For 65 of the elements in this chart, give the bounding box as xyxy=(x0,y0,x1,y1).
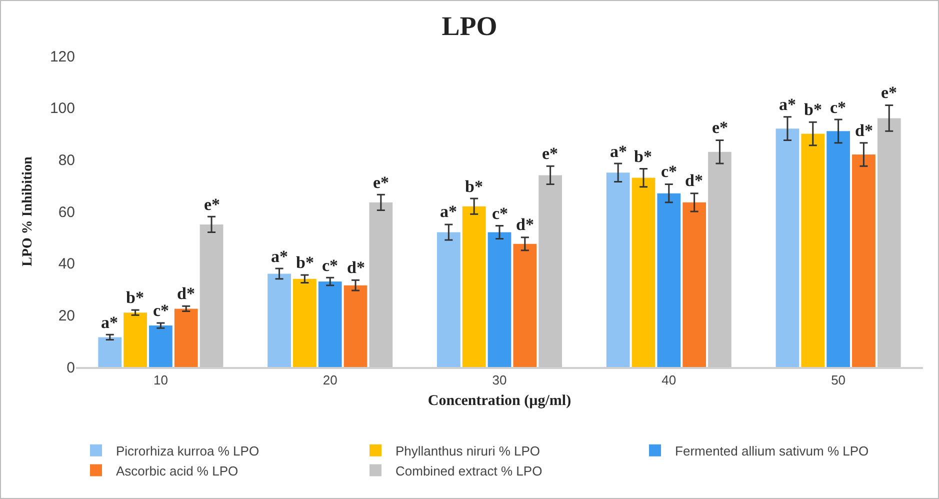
x-tick-label: 50 xyxy=(831,372,846,388)
x-tick-label: 10 xyxy=(153,372,168,388)
data-label: c* xyxy=(830,98,846,117)
data-label: e* xyxy=(204,195,220,214)
y-axis-title: LPO % Inhibition xyxy=(20,156,36,266)
data-label: b* xyxy=(634,147,652,166)
bar xyxy=(632,178,656,367)
data-label: c* xyxy=(661,162,678,181)
legend-label: Ascorbic acid % LPO xyxy=(116,463,238,478)
data-label: e* xyxy=(881,83,898,102)
bar xyxy=(344,285,368,367)
chart-title: LPO xyxy=(442,10,498,41)
x-tick-label: 40 xyxy=(662,372,676,388)
bar xyxy=(436,232,460,367)
y-tick-label: 80 xyxy=(58,152,75,169)
data-label: b* xyxy=(126,288,144,307)
data-label: a* xyxy=(440,202,457,221)
data-label: b* xyxy=(804,100,822,119)
data-label: b* xyxy=(296,253,314,272)
bar xyxy=(826,131,850,367)
data-label: a* xyxy=(101,313,118,332)
y-tick-label: 0 xyxy=(66,359,75,376)
data-label: c* xyxy=(153,301,170,320)
bar xyxy=(293,278,316,367)
data-label: d* xyxy=(516,215,534,234)
data-label: e* xyxy=(712,118,728,137)
bar xyxy=(801,134,825,367)
bar xyxy=(852,154,876,367)
bar xyxy=(488,232,512,367)
bar xyxy=(98,337,122,367)
x-tick-label: 20 xyxy=(322,372,338,388)
data-label: d* xyxy=(177,284,195,303)
data-label: d* xyxy=(347,258,365,277)
data-label: c* xyxy=(322,256,338,275)
bar xyxy=(682,202,706,367)
y-tick-label: 60 xyxy=(58,204,75,221)
y-tick-label: 100 xyxy=(50,100,75,118)
data-label: a* xyxy=(271,247,288,266)
bar xyxy=(776,128,800,367)
legend-label: Combined extract % LPO xyxy=(396,463,542,478)
y-tick-label: 40 xyxy=(58,256,75,273)
bar xyxy=(149,326,172,367)
legend-label: Fermented allium sativum % LPO xyxy=(675,443,869,458)
y-tick-label: 20 xyxy=(58,307,75,324)
data-label: a* xyxy=(610,142,627,161)
bar xyxy=(513,244,537,367)
data-label: e* xyxy=(373,173,390,192)
bar xyxy=(606,172,630,367)
bar xyxy=(462,206,486,367)
data-label: b* xyxy=(465,177,483,196)
x-axis-title: Concentration (µg/ml) xyxy=(428,393,572,410)
bar xyxy=(657,193,681,367)
bar xyxy=(318,281,342,367)
data-label: d* xyxy=(855,121,873,140)
x-tick-label: 30 xyxy=(492,372,507,388)
bar xyxy=(268,274,291,367)
legend-label: Picrorhiza kurroa % LPO xyxy=(116,443,260,458)
data-label: a* xyxy=(779,95,796,114)
y-tick-label: 120 xyxy=(50,48,75,66)
legend-label: Phyllanthus niruri % LPO xyxy=(396,443,540,458)
data-label: d* xyxy=(685,171,703,190)
bar xyxy=(174,308,198,367)
bar xyxy=(124,312,147,367)
data-label: c* xyxy=(492,204,508,223)
data-label: e* xyxy=(542,144,558,163)
